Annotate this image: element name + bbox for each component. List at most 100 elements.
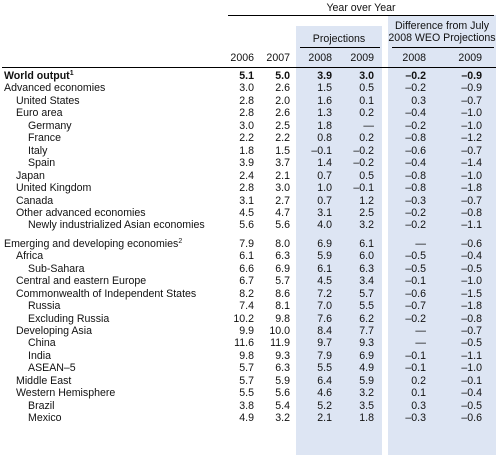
value-cell-v2007: 2.6 xyxy=(275,107,290,120)
value-cell-d2008: –0.2 xyxy=(405,82,426,95)
value-cell-d2009: –0.4 xyxy=(461,250,482,263)
col-header-2006: 2006 xyxy=(230,52,254,64)
value-cell-v2008: 8.4 xyxy=(317,325,332,337)
value-cell-d2008: –0.1 xyxy=(405,275,426,288)
row-label: Italy xyxy=(28,144,48,157)
value-cell-v2007: 3.7 xyxy=(275,157,290,170)
value-cell-v2007: 3.2 xyxy=(275,412,290,425)
value-cell-d2009: –1.0 xyxy=(461,119,482,132)
value-cell-v2006: 5.7 xyxy=(239,362,254,375)
difference-heading-line2: 2008 WEO Projections xyxy=(388,32,496,44)
value-cell-v2007: 10.0 xyxy=(269,325,290,337)
row-label: Middle East xyxy=(16,374,72,387)
row-label: Central and eastern Europe xyxy=(16,275,147,288)
value-cell-v2009: 7.7 xyxy=(359,325,374,337)
value-cell-v2009: 6.0 xyxy=(359,250,374,263)
value-cell-v2007: 6.3 xyxy=(275,250,290,263)
value-cell-v2009: 1.2 xyxy=(359,194,374,207)
value-cell-v2007: 5.9 xyxy=(275,374,290,387)
value-cell-v2006: 2.8 xyxy=(239,107,254,120)
value-cell-d2008: –0.3 xyxy=(405,194,426,207)
value-cell-v2009: 6.1 xyxy=(359,237,374,250)
row-label: United Kingdom xyxy=(16,182,92,195)
value-cell-v2006: 4.5 xyxy=(239,206,254,219)
value-cell-v2009: 5.5 xyxy=(359,300,374,313)
col-header-2007: 2007 xyxy=(266,52,290,64)
value-cell-v2009: 6.2 xyxy=(359,312,374,325)
value-cell-v2006: 10.2 xyxy=(233,312,254,325)
value-cell-v2008: 3.9 xyxy=(317,70,332,82)
value-cell-v2007: 2.7 xyxy=(275,194,290,207)
value-cell-v2008: 6.4 xyxy=(317,374,332,387)
value-cell-v2007: 2.5 xyxy=(275,119,290,132)
col-header-2009: 2009 xyxy=(350,52,374,64)
value-cell-v2007: 2.0 xyxy=(275,94,290,107)
value-cell-v2008: 5.2 xyxy=(317,399,332,412)
value-cell-v2007: 5.6 xyxy=(275,387,290,400)
value-cell-d2008: –0.1 xyxy=(405,362,426,375)
value-cell-v2007: 8.6 xyxy=(275,287,290,300)
value-cell-v2008: 2.1 xyxy=(317,412,332,425)
value-cell-d2009: –1.0 xyxy=(461,275,482,288)
row-label: Sub-Sahara xyxy=(28,262,85,275)
value-cell-v2007: 3.0 xyxy=(275,182,290,195)
value-cell-d2008: –0.1 xyxy=(405,349,426,362)
value-cell-v2007: 4.7 xyxy=(275,206,290,219)
value-cell-v2006: 6.7 xyxy=(239,275,254,288)
value-cell-v2008: 3.1 xyxy=(317,206,332,219)
value-cell-v2006: 2.8 xyxy=(239,94,254,107)
value-cell-v2008: 7.9 xyxy=(317,349,332,362)
value-cell-d2009: –1.2 xyxy=(461,132,482,145)
value-cell-d2009: –0.7 xyxy=(461,94,482,107)
value-cell-d2008: –0.8 xyxy=(405,182,426,195)
value-cell-v2008: 7.6 xyxy=(317,312,332,325)
value-cell-d2008: –0.6 xyxy=(405,144,426,157)
row-label: Mexico xyxy=(28,412,62,425)
row-label: Germany xyxy=(28,119,72,132)
value-cell-v2006: 6.6 xyxy=(239,262,254,275)
value-cell-v2009: 0.2 xyxy=(359,107,374,120)
value-cell-d2008: –0.5 xyxy=(405,250,426,263)
row-label: India xyxy=(28,349,51,362)
value-cell-v2006: 3.0 xyxy=(239,119,254,132)
projections-band xyxy=(296,26,382,455)
row-label: Russia xyxy=(28,300,61,313)
value-cell-v2009: 6.3 xyxy=(359,262,374,275)
row-label: Developing Asia xyxy=(16,325,92,337)
value-cell-v2009: 3.4 xyxy=(359,275,374,288)
value-cell-d2009: –1.1 xyxy=(461,219,482,232)
value-cell-v2008: 6.9 xyxy=(317,237,332,250)
row-label: Other advanced economies xyxy=(16,206,146,219)
value-cell-v2009: 6.9 xyxy=(359,349,374,362)
value-cell-v2006: 7.9 xyxy=(239,237,254,250)
row-label: Commonwealth of Independent States xyxy=(16,287,197,300)
row-label: China xyxy=(28,337,56,350)
value-cell-d2009: –0.9 xyxy=(461,70,482,82)
row-label: ASEAN–5 xyxy=(28,362,76,375)
value-cell-d2009: –0.5 xyxy=(461,399,482,412)
row-label: France xyxy=(28,132,61,145)
value-cell-d2009: –0.9 xyxy=(461,82,482,95)
value-cell-v2008: 1.5 xyxy=(317,82,332,95)
value-cell-d2009: –0.5 xyxy=(461,337,482,350)
value-cell-v2006: 5.5 xyxy=(239,387,254,400)
value-cell-v2009: 3.2 xyxy=(359,387,374,400)
value-cell-d2009: –0.1 xyxy=(461,374,482,387)
value-cell-v2009: — xyxy=(363,119,374,132)
col-header-diff-2008: 2008 xyxy=(402,52,426,64)
value-cell-v2008: 4.5 xyxy=(317,275,332,288)
year-over-year-rule xyxy=(228,15,494,16)
difference-band xyxy=(388,15,496,455)
value-cell-d2009: –0.6 xyxy=(461,237,482,250)
value-cell-d2008: –0.7 xyxy=(405,300,426,313)
value-cell-v2009: 5.9 xyxy=(359,374,374,387)
value-cell-v2009: 1.8 xyxy=(359,412,374,425)
value-cell-d2008: –0.8 xyxy=(405,169,426,182)
footnote-marker: 1 xyxy=(69,70,74,77)
row-label: Western Hemisphere xyxy=(16,387,116,400)
value-cell-d2009: –0.4 xyxy=(461,387,482,400)
projections-heading: Projections xyxy=(312,33,366,45)
value-cell-v2009: 9.3 xyxy=(359,337,374,350)
value-cell-v2006: 9.8 xyxy=(239,349,254,362)
value-cell-v2008: 4.0 xyxy=(317,219,332,232)
